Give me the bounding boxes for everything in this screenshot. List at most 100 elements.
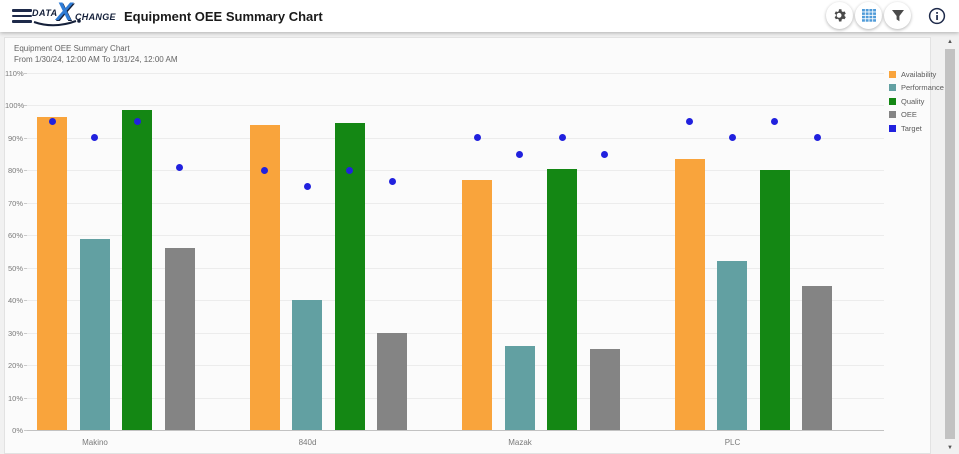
target-dot-performance-plc[interactable] [728,134,736,142]
gridline [27,137,884,139]
bar-oee-makino[interactable] [164,248,195,430]
bar-oee-mazak[interactable] [589,348,620,430]
y-axis-tick [24,202,27,204]
y-axis-label: 40% [7,296,23,306]
app-bar: DATA X CHANGE Equipment OEE Summary Char… [0,0,959,32]
y-axis-label: 110% [5,69,24,78]
legend-item-availability[interactable]: Availability [889,68,936,80]
legend-label: Performance [901,83,944,92]
x-axis-label: Makino [82,438,108,447]
y-axis-tick [24,267,27,269]
y-axis-label: 30% [7,328,23,338]
y-axis-label: 70% [7,198,23,208]
y-axis-tick [24,365,27,367]
target-dot-oee-840d[interactable] [388,178,396,186]
grid-view-button[interactable] [855,2,882,29]
y-axis-label: 100% [5,101,25,111]
logo-x: X [56,0,73,26]
legend-label: Quality [901,96,925,106]
y-axis-label: 10% [7,393,23,403]
y-axis-tick [24,105,27,107]
bar-availability-840d[interactable] [249,124,280,430]
target-dot-oee-mazak[interactable] [601,150,608,158]
settings-gear-icon [834,9,846,22]
y-axis-tick [24,73,27,74]
bar-quality-mazak[interactable] [547,168,577,430]
y-axis-label: 80% [7,166,23,176]
page-title: Equipment OEE Summary Chart [124,9,323,24]
gridline [27,105,884,107]
bar-oee-plc[interactable] [802,285,832,430]
target-dot-availability-plc[interactable] [686,118,693,126]
bar-quality-makino[interactable] [122,110,152,430]
gridline [27,202,884,204]
info-button[interactable] [927,6,947,26]
scroll-up-arrow-icon[interactable]: ▲ [947,39,953,45]
y-axis-tick [24,235,27,237]
bar-availability-makino[interactable] [37,116,67,430]
logo-swoosh [33,19,81,27]
y-axis-tick [24,300,27,302]
vertical-scrollbar[interactable]: ▲ ▼ [944,36,956,454]
scroll-down-arrow-icon[interactable]: ▼ [947,445,953,451]
gridline [27,365,884,367]
bar-performance-makino[interactable] [79,238,110,430]
y-axis-tick [24,332,27,334]
gridline [27,397,884,399]
y-axis-label: 60% [7,231,23,241]
gridline [27,332,884,334]
x-axis-label: PLC [724,438,741,447]
bar-performance-840d[interactable] [292,300,322,430]
x-axis-label: Mazak [508,438,532,447]
info-icon [928,7,946,25]
bar-availability-plc[interactable] [674,159,705,430]
bar-quality-plc[interactable] [759,170,790,430]
gridline [27,73,884,74]
logo-text-change: CHANGE [75,12,116,22]
grid-view-icon [861,9,876,22]
target-dot-availability-mazak[interactable] [473,134,481,142]
chart-card: Equipment OEE Summary Chart From 1/30/24… [4,37,944,454]
menu-hamburger-icon[interactable] [12,9,32,23]
legend-item-oee[interactable]: OEE [889,109,917,121]
bar-oee-840d[interactable] [377,332,407,430]
legend-label: Target [901,123,922,133]
y-axis-tick [24,170,27,172]
legend-swatch-oee [889,111,896,118]
target-dot-availability-makino[interactable] [48,118,56,126]
y-axis-tick [24,137,27,139]
y-axis-label: 90% [7,133,23,143]
bar-availability-mazak[interactable] [462,180,492,430]
target-dot-quality-840d[interactable] [346,166,353,174]
target-dot-performance-makino[interactable] [91,134,98,142]
gridline [27,235,884,237]
target-dot-oee-plc[interactable] [813,134,821,142]
target-dot-availability-840d[interactable] [261,166,268,174]
target-dot-quality-plc[interactable] [771,118,778,126]
legend-item-target[interactable]: Target [889,122,922,134]
y-axis-label: 50% [7,263,23,273]
gridline [27,170,884,172]
dataxchange-logo: DATA X CHANGE [30,0,120,30]
filter-funnel-icon [891,9,904,21]
bar-performance-mazak[interactable] [504,345,535,430]
legend-item-performance[interactable]: Performance [889,82,944,94]
target-dot-quality-mazak[interactable] [558,134,566,142]
filter-button[interactable] [884,2,911,29]
x-axis-label: 840d [298,438,317,447]
legend-label: Availability [901,69,937,79]
legend-item-quality[interactable]: Quality [889,95,924,107]
chart-title: Equipment OEE Summary Chart [14,44,130,53]
gridline [27,430,884,431]
bar-performance-plc[interactable] [717,261,747,430]
logo-text-data: DATA [32,8,58,18]
target-dot-performance-840d[interactable] [303,183,311,191]
chart-subtitle: From 1/30/24, 12:00 AM To 1/31/24, 12:00… [14,55,178,64]
gridline [27,267,884,269]
target-dot-oee-makino[interactable] [176,163,183,171]
settings-button[interactable] [826,2,853,29]
bar-quality-840d[interactable] [334,123,365,430]
target-dot-performance-mazak[interactable] [516,150,523,158]
target-dot-quality-makino[interactable] [133,118,141,126]
scrollbar-thumb[interactable] [945,49,955,439]
